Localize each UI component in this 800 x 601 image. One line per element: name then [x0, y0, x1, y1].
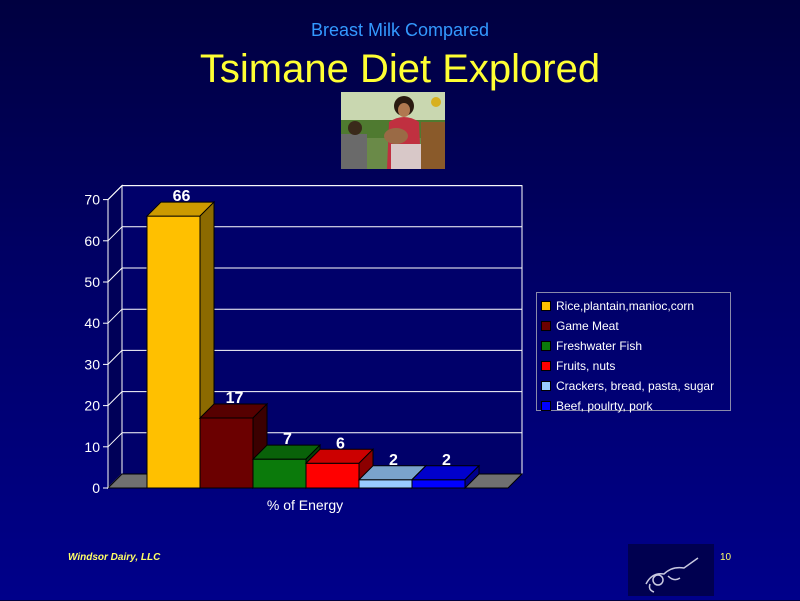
bar-side: [464, 464, 480, 490]
legend-item: Freshwater Fish: [541, 336, 730, 356]
legend-item: Beef, poulrty, pork: [541, 396, 730, 416]
data-label: 2: [389, 452, 398, 469]
y-tick-label: 50: [84, 274, 100, 290]
legend-swatch: [541, 301, 551, 311]
y-tick-label: 30: [84, 356, 100, 372]
gridline-side: [107, 308, 123, 324]
data-label: 7: [283, 431, 292, 448]
legend-label: Beef, poulrty, pork: [556, 399, 653, 413]
gridline-side: [107, 267, 123, 283]
page-number: 10: [720, 552, 732, 563]
y-tick-label: 40: [84, 315, 100, 331]
footer-company: Windsor Dairy, LLC: [68, 552, 161, 563]
slide-title: Tsimane Diet Explored: [199, 47, 601, 91]
bar-front: [146, 215, 201, 489]
bar-front: [199, 417, 254, 489]
data-label: 2: [442, 452, 451, 469]
slide-subtitle: Breast Milk Compared: [310, 20, 490, 40]
data-label: 17: [226, 390, 244, 407]
bar-front: [305, 462, 360, 489]
legend-label: Game Meat: [556, 319, 619, 333]
gridline-side: [107, 391, 123, 406]
chart-legend: Rice,plantain,manioc,corn Game Meat Freshw…: [536, 292, 731, 413]
data-label: 66: [173, 188, 191, 205]
legend-swatch: [541, 401, 551, 411]
y-tick-label: 10: [84, 439, 100, 455]
windsor-dairy-logo: [628, 544, 714, 596]
plot-side-wall: [107, 184, 123, 490]
legend-swatch: [541, 321, 551, 331]
gridline-side: [107, 432, 123, 448]
legend-swatch: [541, 341, 551, 351]
mother-breastfeeding-photo: [341, 92, 445, 169]
x-axis-label: % of Energy: [266, 497, 344, 513]
bar-front: [358, 479, 413, 489]
y-tick-label: 70: [84, 192, 100, 208]
bar-front: [411, 479, 466, 489]
legend-label: Crackers, bread, pasta, sugar: [556, 379, 715, 393]
legend-label: Freshwater Fish: [556, 339, 643, 353]
bar-6: [410, 464, 481, 490]
legend-swatch: [541, 381, 551, 391]
y-tick-label: 60: [84, 233, 100, 249]
data-labels: 66 17 7 6 2 2: [173, 188, 451, 469]
bar-front: [252, 458, 307, 489]
bar-2: [198, 402, 269, 490]
y-tick-label: 0: [92, 480, 100, 496]
y-axis: 0 10 20 30 40 50 60 70: [84, 192, 109, 496]
legend-item: Game Meat: [541, 316, 730, 336]
data-label: 6: [336, 435, 345, 452]
gridline-side: [107, 350, 123, 365]
legend-item: Rice,plantain,manioc,corn: [541, 296, 730, 316]
legend-item: Fruits, nuts: [541, 356, 730, 376]
chart-bars: [145, 200, 481, 490]
y-tick-label: 20: [84, 398, 100, 414]
gridline-side: [107, 185, 123, 200]
legend-item: Crackers, bread, pasta, sugar: [541, 376, 730, 396]
gridline-side: [107, 226, 123, 242]
legend-swatch: [541, 361, 551, 371]
legend-label: Fruits, nuts: [556, 359, 616, 373]
legend-label: Rice,plantain,manioc,corn: [556, 299, 695, 313]
